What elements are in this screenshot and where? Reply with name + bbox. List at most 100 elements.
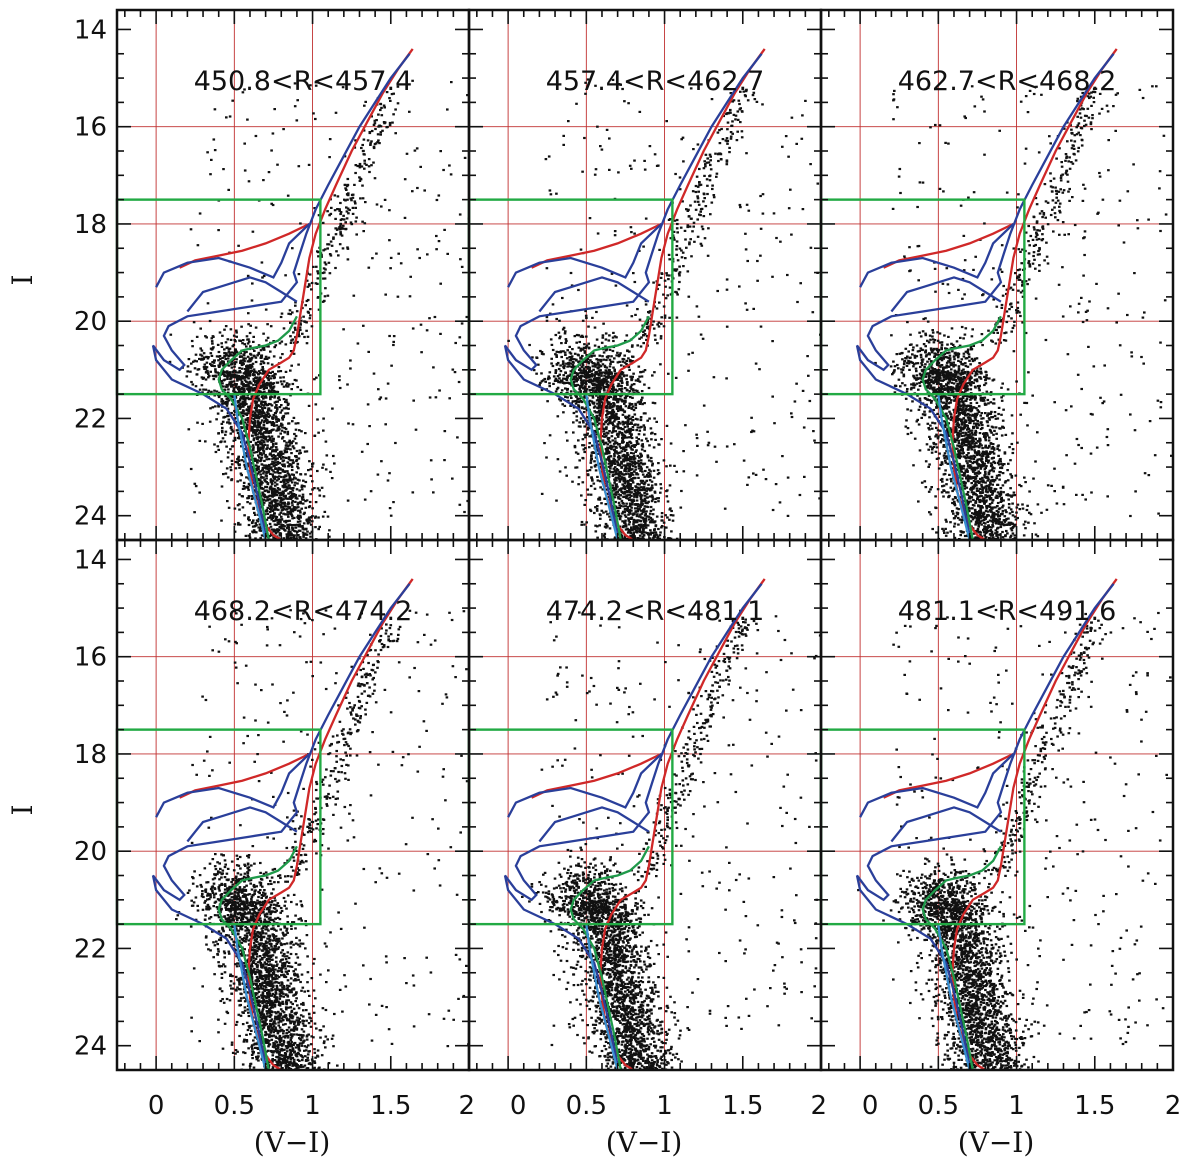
star-point <box>614 500 617 504</box>
star-point <box>620 465 623 468</box>
star-point <box>256 472 260 475</box>
star-point <box>305 518 309 521</box>
star-point <box>295 119 299 122</box>
star-point <box>330 477 334 480</box>
star-point <box>252 417 255 420</box>
star-point <box>612 445 615 448</box>
star-point <box>581 354 584 358</box>
star-point <box>282 481 286 484</box>
star-point <box>339 231 342 234</box>
star-point <box>576 452 580 455</box>
star-point <box>215 390 219 393</box>
star-point <box>257 518 261 521</box>
star-point <box>242 390 246 394</box>
star-point <box>287 458 291 461</box>
star-point <box>609 422 612 425</box>
star-point <box>342 224 345 227</box>
star-point <box>291 440 295 443</box>
star-point <box>634 468 637 471</box>
star-point <box>285 448 288 451</box>
star-point <box>616 452 620 455</box>
star-point <box>606 423 610 426</box>
star-point <box>628 440 632 444</box>
star-point <box>273 478 276 481</box>
star-point <box>259 435 263 438</box>
star-point <box>613 420 616 423</box>
star-point <box>217 432 220 435</box>
star-point <box>450 81 453 84</box>
star-point <box>566 365 569 368</box>
star-point <box>316 469 319 473</box>
star-point <box>244 374 248 377</box>
star-point <box>579 377 583 380</box>
star-point <box>368 425 371 428</box>
star-point <box>382 121 386 124</box>
star-point <box>306 335 310 338</box>
star-point <box>228 383 231 386</box>
star-point <box>354 220 358 223</box>
star-point <box>616 377 619 380</box>
star-point <box>650 486 653 489</box>
star-point <box>618 506 622 509</box>
star-point <box>628 457 631 460</box>
star-point <box>607 458 611 462</box>
star-point <box>267 495 271 498</box>
star-point <box>646 456 650 459</box>
star-point <box>639 509 643 512</box>
star-point <box>257 454 260 457</box>
star-point <box>358 166 362 169</box>
star-point <box>221 420 225 423</box>
star-point <box>287 502 291 505</box>
star-point <box>611 484 614 487</box>
star-point <box>313 487 316 490</box>
star-point <box>603 428 606 431</box>
star-point <box>328 272 332 275</box>
star-point <box>329 254 333 257</box>
star-point <box>368 170 371 174</box>
star-point <box>636 505 640 508</box>
star-point <box>338 243 342 246</box>
star-point <box>271 203 275 207</box>
star-point <box>613 370 616 373</box>
star-point <box>220 429 224 432</box>
star-point <box>627 517 630 520</box>
star-point <box>294 336 297 339</box>
star-point <box>598 462 602 465</box>
star-point <box>585 388 589 391</box>
star-point <box>581 444 584 447</box>
star-point <box>286 513 289 516</box>
star-point <box>646 496 649 499</box>
star-point <box>573 370 576 373</box>
star-point <box>243 376 246 379</box>
star-point <box>258 409 261 412</box>
star-point <box>277 528 281 532</box>
star-point <box>238 407 242 410</box>
star-point <box>345 217 349 220</box>
star-point <box>380 460 383 463</box>
star-point <box>314 403 318 406</box>
star-point <box>453 371 457 374</box>
star-point <box>289 341 293 344</box>
star-point <box>295 442 298 445</box>
star-point <box>271 491 274 494</box>
star-point <box>580 380 584 384</box>
star-point <box>584 382 588 385</box>
star-point <box>344 227 348 230</box>
star-point <box>607 396 610 399</box>
star-point <box>268 375 271 378</box>
star-point <box>207 373 210 376</box>
star-point <box>651 513 655 516</box>
star-point <box>299 514 302 517</box>
star-point <box>548 377 551 380</box>
star-point <box>642 508 645 511</box>
star-point <box>268 522 272 525</box>
star-point <box>218 394 221 397</box>
star-point <box>277 435 280 438</box>
star-point <box>304 304 307 307</box>
star-point <box>630 436 634 440</box>
star-point <box>379 396 383 399</box>
star-point <box>656 473 660 476</box>
star-point <box>249 389 252 392</box>
star-point <box>600 439 603 442</box>
